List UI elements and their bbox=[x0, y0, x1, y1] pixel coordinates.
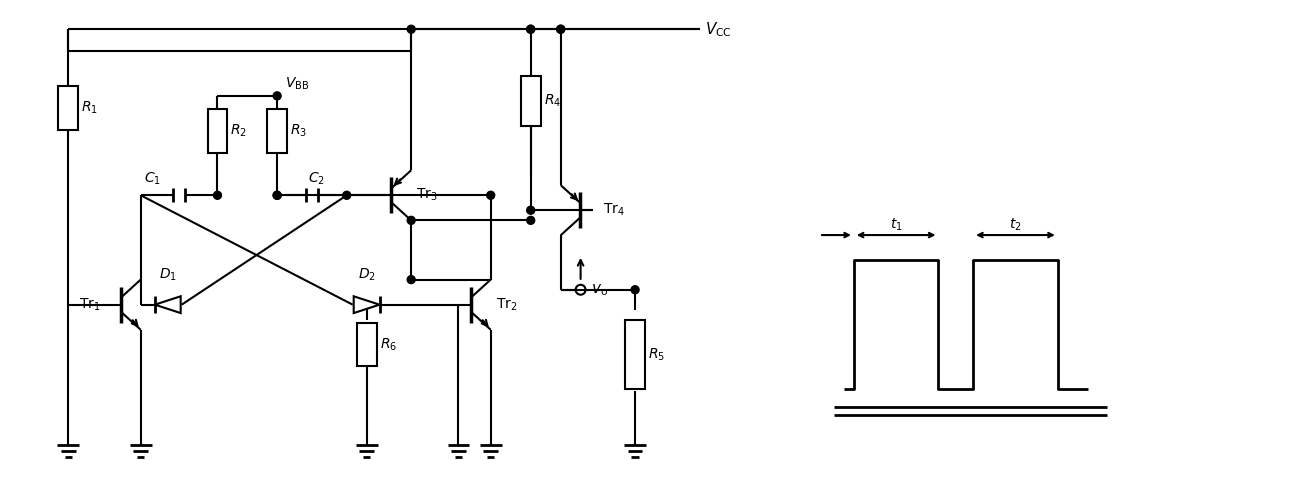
Text: $R_1$: $R_1$ bbox=[81, 100, 98, 116]
Text: $R_3$: $R_3$ bbox=[290, 122, 307, 139]
Bar bbox=[207, 109, 227, 152]
Circle shape bbox=[557, 25, 565, 33]
Circle shape bbox=[273, 92, 281, 100]
Circle shape bbox=[527, 25, 535, 33]
Circle shape bbox=[527, 25, 535, 33]
Circle shape bbox=[407, 25, 415, 33]
Bar bbox=[625, 319, 645, 389]
Bar bbox=[59, 86, 78, 130]
Polygon shape bbox=[155, 296, 180, 313]
Circle shape bbox=[527, 216, 535, 224]
Text: $\rm Tr_1$: $\rm Tr_1$ bbox=[78, 296, 100, 313]
Bar bbox=[268, 109, 287, 152]
Text: $R_4$: $R_4$ bbox=[544, 93, 561, 109]
Circle shape bbox=[632, 286, 639, 294]
Text: $C_2$: $C_2$ bbox=[308, 171, 325, 187]
Text: $C_1$: $C_1$ bbox=[145, 171, 162, 187]
Text: $D_1$: $D_1$ bbox=[159, 266, 176, 283]
Text: $t_2$: $t_2$ bbox=[1009, 217, 1022, 233]
Text: $R_2$: $R_2$ bbox=[231, 122, 247, 139]
Circle shape bbox=[407, 276, 415, 283]
Circle shape bbox=[527, 206, 535, 214]
Bar bbox=[521, 76, 540, 126]
Text: $\rm Tr_3$: $\rm Tr_3$ bbox=[416, 187, 438, 204]
Bar bbox=[356, 322, 377, 366]
Text: $\rm Tr_4$: $\rm Tr_4$ bbox=[603, 202, 625, 218]
Text: $R_5$: $R_5$ bbox=[649, 346, 666, 362]
Text: $V_{\rm BB}$: $V_{\rm BB}$ bbox=[284, 75, 309, 92]
Text: $V_{\rm CC}$: $V_{\rm CC}$ bbox=[705, 20, 732, 38]
Circle shape bbox=[273, 191, 281, 199]
Circle shape bbox=[487, 191, 495, 199]
Circle shape bbox=[273, 191, 281, 199]
Text: $v_{\rm o}$: $v_{\rm o}$ bbox=[591, 282, 608, 298]
Text: $D_2$: $D_2$ bbox=[358, 266, 376, 283]
Circle shape bbox=[557, 25, 565, 33]
Text: $R_6$: $R_6$ bbox=[380, 336, 397, 352]
Circle shape bbox=[214, 191, 222, 199]
Text: $t_1$: $t_1$ bbox=[890, 217, 903, 233]
Text: $\rm Tr_2$: $\rm Tr_2$ bbox=[496, 296, 517, 313]
Circle shape bbox=[407, 216, 415, 224]
Polygon shape bbox=[354, 296, 380, 313]
Circle shape bbox=[343, 191, 351, 199]
